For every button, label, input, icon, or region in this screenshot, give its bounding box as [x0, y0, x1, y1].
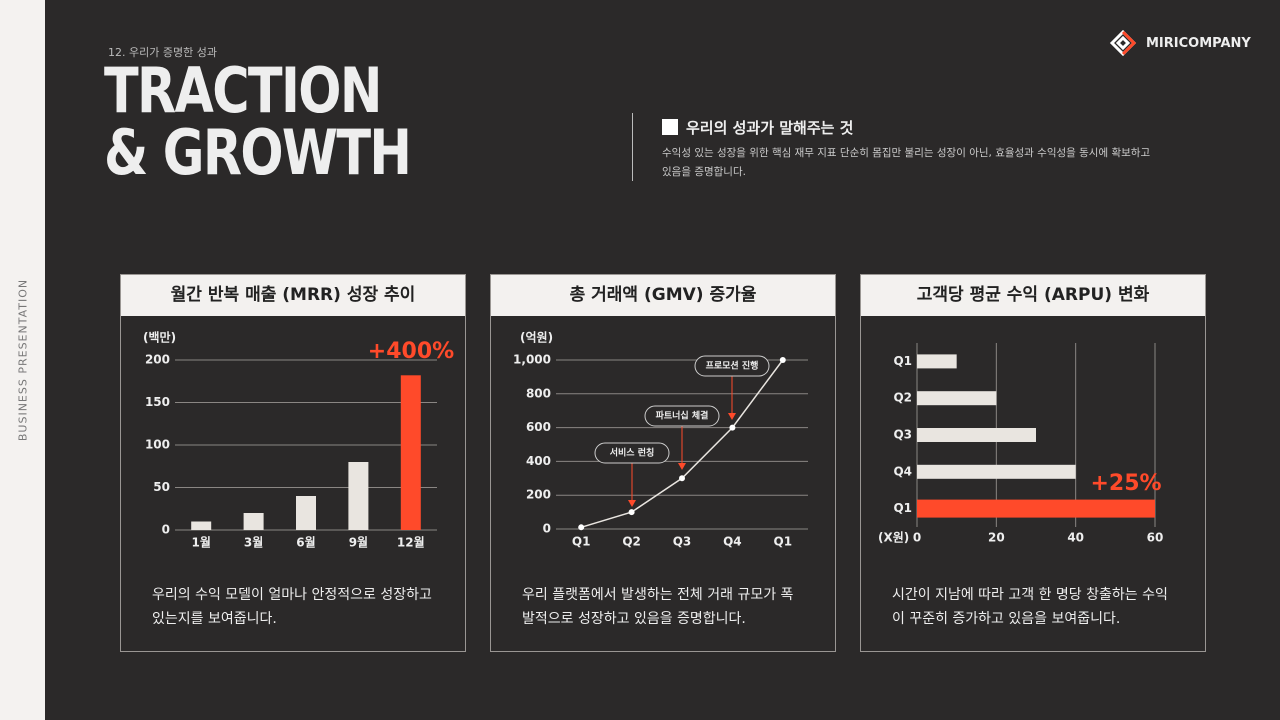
y-tick-label: Q3: [893, 428, 912, 442]
y-tick-label: Q2: [893, 391, 912, 405]
bar: [917, 499, 1155, 518]
x-tick-label: 12월: [397, 535, 425, 550]
point: [628, 509, 635, 516]
point: [729, 424, 736, 431]
x-tick-label: Q2: [622, 535, 641, 549]
bullet: [662, 119, 678, 135]
y-tick-label: 800: [526, 386, 551, 400]
y-tick-label: 600: [526, 420, 551, 434]
bar: [917, 464, 1076, 479]
annotation-arrowhead: [678, 463, 686, 470]
x-tick-label: Q4: [723, 535, 742, 549]
annotation: +25%: [1090, 471, 1161, 496]
logo-text: MIRICOMPANY: [1146, 36, 1251, 51]
annotation-arrowhead: [628, 500, 636, 507]
card-title: 월간 반복 매출 (MRR) 성장 추이: [121, 275, 465, 316]
title-line: & GROWTH: [104, 116, 412, 189]
y-tick-label: 0: [543, 522, 551, 536]
x-tick-label: 1월: [192, 535, 211, 550]
bar: [296, 496, 316, 530]
bar: [917, 428, 1036, 442]
y-tick-label: 400: [526, 454, 551, 468]
annotation-box: [644, 405, 720, 427]
bar: [917, 354, 957, 369]
card-description: 우리의 수익 모델이 얼마나 안정적으로 성장하고 있는지를 보여줍니다.: [152, 587, 432, 627]
unit-label: (X원): [878, 531, 909, 545]
unit-label: (억원): [520, 331, 553, 345]
annotation: 파트너십 체결: [656, 410, 709, 422]
y-tick-label: Q4: [893, 464, 912, 478]
x-tick-label: 0: [913, 531, 921, 545]
x-tick-label: 6월: [296, 535, 315, 550]
x-tick-label: 60: [1147, 531, 1164, 545]
annotation-box: [594, 442, 670, 464]
intro-text: 수익성 있는 성장을 위한 핵심 재무 지표 단순히 몸집만 불리는 성장이 아…: [662, 147, 1151, 178]
annotation: +400%: [368, 339, 454, 364]
intro-title: 우리의 성과가 말해주는 것: [686, 119, 854, 137]
y-tick-label: Q1: [893, 501, 912, 515]
card-description: 우리 플랫폼에서 발생하는 전체 거래 규모가 폭발적으로 성장하고 있음을 증…: [522, 587, 794, 627]
bar: [400, 375, 421, 530]
annotation-box: [694, 355, 770, 377]
unit-label: (백만): [143, 330, 176, 345]
annotation: 프로모션 진행: [706, 360, 759, 372]
x-tick-label: Q1: [774, 535, 793, 549]
y-tick-label: 200: [526, 488, 551, 502]
annotation: 서비스 런칭: [610, 447, 655, 459]
point: [779, 357, 786, 363]
bar: [191, 521, 212, 530]
bar: [243, 513, 264, 530]
x-tick-label: 3월: [244, 535, 263, 550]
bar: [917, 391, 997, 406]
main-title: TRACTION & GROWTH: [104, 54, 412, 189]
annotation-arrowhead: [728, 413, 736, 420]
bar: [348, 462, 369, 530]
y-tick-label: 200: [145, 353, 170, 367]
y-tick-label: 100: [145, 438, 170, 452]
x-tick-label: 20: [988, 531, 1005, 545]
divider: [632, 113, 633, 181]
title-line: TRACTION: [104, 54, 382, 127]
logo-icon: [1109, 30, 1137, 56]
y-tick-label: 1,000: [513, 353, 551, 367]
x-tick-label: Q3: [673, 535, 692, 549]
x-tick-label: 40: [1067, 531, 1084, 545]
point: [578, 524, 585, 531]
card-description: 시간이 지남에 따라 고객 한 명당 창출하는 수익이 꾸준히 증가하고 있음을…: [892, 587, 1168, 627]
y-tick-label: 0: [162, 523, 170, 537]
y-tick-label: 150: [145, 395, 170, 409]
y-tick-label: 50: [153, 480, 170, 494]
section-label: 12. 우리가 증명한 성과: [108, 46, 217, 59]
x-tick-label: Q1: [572, 535, 591, 549]
y-tick-label: Q1: [893, 354, 912, 368]
side-strip: [0, 0, 45, 720]
card-title: 고객당 평균 수익 (ARPU) 변화: [861, 275, 1205, 316]
point: [679, 475, 685, 482]
card-title: 총 거래액 (GMV) 증가율: [491, 275, 835, 316]
x-tick-label: 9월: [349, 535, 368, 550]
